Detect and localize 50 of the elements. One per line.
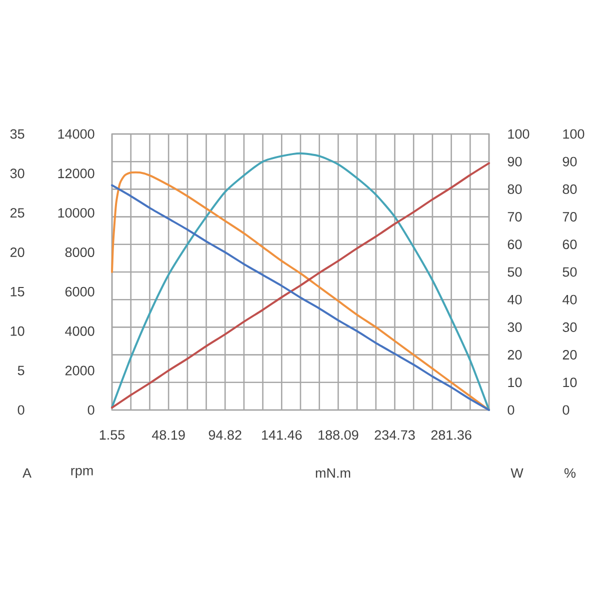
y-tick-label: 25 [10,208,24,218]
text: 80 [562,184,577,194]
y-tick-label: 20 [10,248,24,258]
y2-tick-label: 4000 [65,326,94,336]
y2-tick-label: 14000 [58,129,94,139]
y3-tick-label: 90 [508,156,522,166]
y2-tick-label: 0 [88,405,94,415]
x-tick-label: 281.36 [431,430,472,440]
y3-tick-label: 0 [508,405,514,415]
y3-tick-label: 40 [508,294,522,304]
text: % [564,468,576,478]
text: 100 [563,129,584,139]
y3-tick-label: 20 [508,350,522,360]
text: 90 [562,156,577,166]
y3-tick-label: 60 [508,240,522,250]
y-axis-title: A [22,468,32,478]
x-tick-label: 141.46 [262,430,302,440]
y-tick-label: 15 [10,287,24,296]
y3-tick-label: 50 [508,267,522,277]
y-tick-label: 30 [10,168,24,178]
text: 40 [562,294,577,304]
y-tick-label: 0 [18,405,24,415]
y3-tick-label: 70 [508,212,522,222]
text: 0 [562,405,570,415]
x-axis-title: mN.m [316,468,350,478]
y2-axis-title: rpm [71,468,93,478]
y3-tick-label: 30 [508,322,522,332]
y3-tick-label: 100 [508,129,530,139]
y-tick-label: 10 [10,326,24,336]
text: 10 [563,378,577,388]
text: 70 [562,212,577,222]
x-tick-label: 188.09 [318,430,358,440]
y2-tick-label: 10000 [58,208,94,218]
x-tick-label: 48.19 [152,430,185,440]
x-tick-label: 1.55 [100,430,125,440]
y2-tick-label: 2000 [65,366,94,376]
text: 50 [562,267,577,277]
y3-tick-label: 10 [508,378,522,388]
y3-tick-label: 80 [508,184,522,194]
y3-axis-title: W [510,468,524,478]
y-tick-label: 5 [18,366,24,376]
y2-tick-label: 6000 [65,286,94,296]
y-tick-label: 35 [10,129,24,139]
text: 20 [562,350,577,360]
x-tick-label: 94.82 [208,430,242,440]
x-tick-label: 234.73 [374,430,415,440]
y2-tick-label: 12000 [58,168,94,178]
text: 60 [562,240,577,250]
text: 30 [562,322,577,332]
y2-tick-label: 8000 [65,248,94,258]
